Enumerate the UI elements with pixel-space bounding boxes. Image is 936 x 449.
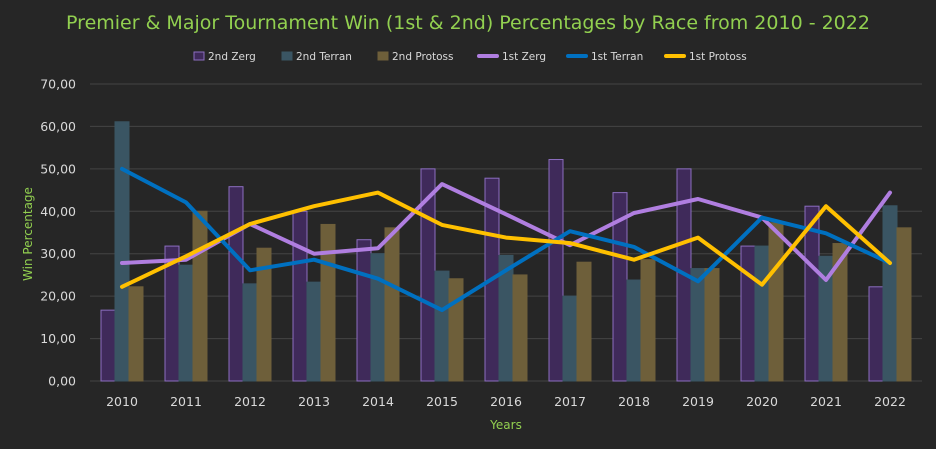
bar-2nd-zerg (548, 159, 564, 382)
y-tick-label: 50,00 (40, 161, 76, 176)
x-tick-label: 2018 (618, 394, 650, 409)
bar-2nd-zerg (740, 245, 756, 382)
bar-2nd-terran (114, 121, 130, 382)
x-tick-label: 2021 (810, 394, 842, 409)
bar-2nd-terran (242, 283, 258, 382)
x-tick-label: 2012 (234, 394, 266, 409)
bar-2nd-zerg (100, 309, 116, 382)
x-axis-title: Years (489, 418, 522, 432)
bar-2nd-zerg (356, 239, 372, 382)
y-tick-label: 70,00 (40, 77, 76, 92)
legend-label: 2nd Terran (296, 51, 352, 63)
bar-2nd-protoss (192, 210, 208, 382)
legend-label: 1st Terran (591, 51, 643, 63)
y-tick-label: 60,00 (40, 119, 76, 134)
legend-swatch (193, 51, 205, 61)
y-tick-label: 30,00 (40, 246, 76, 261)
legend-label: 2nd Protoss (392, 51, 453, 63)
bar-2nd-protoss (704, 268, 720, 382)
x-tick-label: 2011 (170, 394, 202, 409)
bar-2nd-protoss (448, 278, 464, 382)
lines (120, 166, 892, 313)
bar-2nd-terran (690, 268, 706, 382)
bar-2nd-zerg (868, 286, 884, 382)
y-axis-ticks: 0,00 10,00 20,00 30,00 40,00 50,00 60,00 70,00 (40, 77, 76, 389)
legend-label: 2nd Zerg (208, 51, 256, 63)
bar-2nd-protoss (320, 223, 336, 382)
x-tick-label: 2017 (554, 394, 586, 409)
x-tick-label: 2019 (682, 394, 714, 409)
bar-2nd-terran (882, 205, 898, 382)
bar-2nd-terran (306, 281, 322, 382)
bar-2nd-protoss (256, 247, 272, 382)
x-tick-label: 2015 (426, 394, 458, 409)
bar-2nd-protoss (128, 286, 144, 382)
bar-2nd-protoss (512, 274, 528, 382)
x-tick-label: 2020 (746, 394, 778, 409)
bar-2nd-protoss (896, 227, 912, 382)
y-tick-label: 40,00 (40, 204, 76, 219)
legend-swatch (281, 51, 293, 61)
bar-2nd-protoss (640, 259, 656, 382)
bar-2nd-zerg (292, 210, 308, 382)
bar-2nd-zerg (228, 186, 244, 382)
bar-2nd-terran (370, 253, 386, 382)
bar-2nd-protoss (832, 243, 848, 382)
x-tick-label: 2016 (490, 394, 522, 409)
bar-2nd-protoss (768, 222, 784, 382)
line-1st-terran (120, 166, 892, 313)
y-tick-label: 10,00 (40, 331, 76, 346)
bar-2nd-protoss (576, 261, 592, 382)
y-tick-label: 0,00 (48, 374, 76, 389)
x-tick-label: 2013 (298, 394, 330, 409)
legend-label: 1st Zerg (502, 51, 546, 63)
chart-title: Premier & Major Tournament Win (1st & 2n… (66, 12, 870, 34)
bar-2nd-terran (562, 295, 578, 382)
x-tick-label: 2014 (362, 394, 394, 409)
legend-label: 1st Protoss (689, 51, 747, 63)
y-tick-label: 20,00 (40, 289, 76, 304)
bars (100, 121, 912, 382)
bar-2nd-terran (178, 264, 194, 382)
bar-2nd-terran (626, 279, 642, 382)
x-axis-ticks: 2010 2011 2012 2013 2014 2015 2016 2017 2018 2019… (106, 394, 906, 409)
legend-swatch (377, 51, 389, 61)
bar-2nd-terran (434, 270, 450, 382)
bar-2nd-protoss (384, 227, 400, 382)
line-1st-protoss (120, 190, 892, 289)
bar-2nd-terran (754, 245, 770, 382)
y-axis-title: Win Percentage (21, 187, 35, 281)
x-tick-label: 2022 (874, 394, 906, 409)
x-tick-label: 2010 (106, 394, 138, 409)
legend: 2nd Zerg 2nd Terran 2nd Protoss 1st Zerg 1st… (193, 51, 747, 63)
